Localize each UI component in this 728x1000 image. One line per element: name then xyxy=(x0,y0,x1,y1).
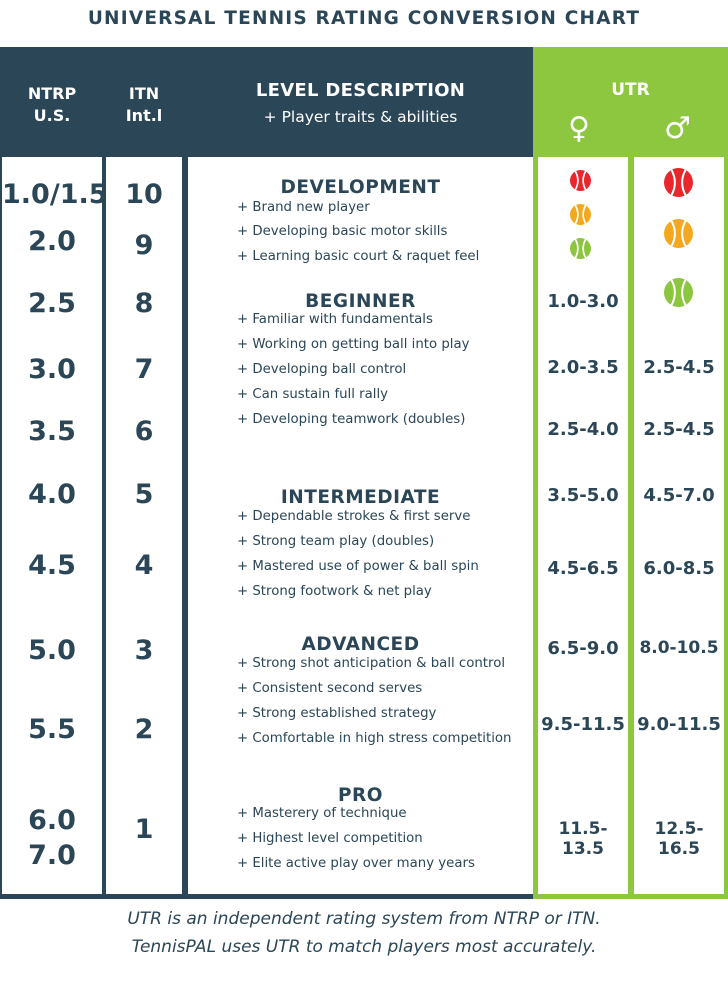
trait-item: + Masterery of technique xyxy=(237,806,407,821)
utr-female-column xyxy=(538,157,628,894)
ntrp-value: 7.0 xyxy=(28,840,76,871)
level-category: BEGINNER xyxy=(305,291,416,312)
ntrp-column xyxy=(2,157,102,894)
utr-male-column xyxy=(634,157,724,894)
itn-value: 10 xyxy=(125,179,163,210)
footer-line-2: TennisPAL uses UTR to match players most… xyxy=(131,937,597,957)
orange-ball-icon xyxy=(664,219,693,248)
trait-item: + Familiar with fundamentals xyxy=(237,312,433,327)
orange-ball-icon xyxy=(570,204,591,225)
utr-female-value: 2.0-3.5 xyxy=(547,357,619,378)
utr-male-value: 8.0-10.5 xyxy=(639,638,719,658)
itn-value: 1 xyxy=(134,814,154,845)
trait-item: + Strong shot anticipation & ball contro… xyxy=(237,656,506,671)
ntrp-value: 5.5 xyxy=(28,714,76,745)
green-ball-icon xyxy=(664,278,693,307)
trait-item: + Strong footwork & net play xyxy=(237,584,432,599)
ntrp-value: 2.5 xyxy=(28,288,76,319)
itn-value: 4 xyxy=(134,550,154,581)
trait-item: + Consistent second serves xyxy=(237,681,423,696)
utr-female-value: 9.5-11.5 xyxy=(541,714,625,735)
itn-value: 8 xyxy=(134,288,154,319)
ntrp-header: NTRP U.S. xyxy=(2,83,102,127)
footer-line-1: UTR is an independent rating system from… xyxy=(127,909,601,929)
utr-male-value: 4.5-7.0 xyxy=(643,485,715,506)
trait-item: + Dependable strokes & first serve xyxy=(237,509,471,524)
itn-column xyxy=(106,157,182,894)
female-symbol-icon: ♀ xyxy=(568,111,590,146)
itn-header: ITN Int.l xyxy=(106,83,182,127)
trait-item: + Developing ball control xyxy=(237,362,407,377)
utr-female-value: 4.5-6.5 xyxy=(547,558,619,579)
itn-header-line1: ITN xyxy=(128,84,160,103)
itn-value: 7 xyxy=(134,354,154,385)
chart-title: UNIVERSAL TENNIS RATING CONVERSION CHART xyxy=(87,8,641,29)
ntrp-header-line2: U.S. xyxy=(33,106,71,125)
ntrp-value: 6.0 xyxy=(28,805,76,836)
itn-header-line2: Int.l xyxy=(125,106,163,125)
utr-male-value: 2.5-4.5 xyxy=(643,419,715,440)
level-description-header: LEVEL DESCRIPTION xyxy=(255,80,466,101)
ntrp-value: 4.0 xyxy=(28,479,76,510)
utr-male-value: 12.5-16.5 xyxy=(654,819,704,859)
utr-male-value: 6.0-8.5 xyxy=(643,558,715,579)
trait-item: + Elite active play over many years xyxy=(237,856,475,871)
level-category: ADVANCED xyxy=(301,634,420,655)
utr-female-value: 3.5-5.0 xyxy=(547,485,619,506)
utr-header: UTR xyxy=(611,80,650,100)
trait-item: + Developing teamwork (doubles) xyxy=(237,412,466,427)
ntrp-value: 1.0/1.5 xyxy=(2,179,108,210)
ntrp-header-line1: NTRP xyxy=(27,84,77,103)
green-ball-icon xyxy=(570,238,591,259)
trait-item: + Strong established strategy xyxy=(237,706,437,721)
trait-item: + Can sustain full rally xyxy=(237,387,389,402)
trait-item: + Comfortable in high stress competition xyxy=(237,731,512,746)
level-category: INTERMEDIATE xyxy=(280,487,441,508)
trait-item: + Learning basic court & raquet feel xyxy=(237,249,480,264)
ntrp-value: 4.5 xyxy=(28,550,76,581)
trait-item: + Developing basic motor skills xyxy=(237,224,448,239)
itn-value: 6 xyxy=(134,416,154,447)
male-symbol-icon: ♂ xyxy=(664,111,691,146)
trait-item: + Highest level competition xyxy=(237,831,423,846)
trait-item: + Strong team play (doubles) xyxy=(237,534,435,549)
trait-item: + Working on getting ball into play xyxy=(237,337,470,352)
itn-value: 3 xyxy=(134,635,154,666)
ntrp-value: 5.0 xyxy=(28,635,76,666)
utr-female-value: 6.5-9.0 xyxy=(547,638,619,659)
ntrp-value: 3.5 xyxy=(28,416,76,447)
utr-female-value: 1.0-3.0 xyxy=(547,291,619,312)
utr-male-value: 9.0-11.5 xyxy=(637,714,721,735)
trait-item: + Mastered use of power & ball spin xyxy=(237,559,479,574)
red-ball-icon xyxy=(570,170,591,191)
level-column xyxy=(188,157,533,894)
utr-male-value: 2.5-4.5 xyxy=(643,357,715,378)
level-category: PRO xyxy=(337,785,384,806)
level-description-subheader: + Player traits & abilities xyxy=(263,108,458,126)
itn-value: 5 xyxy=(134,479,154,510)
itn-value: 9 xyxy=(134,230,154,261)
red-ball-icon xyxy=(664,168,693,197)
utr-female-value: 2.5-4.0 xyxy=(547,419,619,440)
ntrp-value: 3.0 xyxy=(28,354,76,385)
ntrp-value: 2.0 xyxy=(28,226,76,257)
utr-female-value: 11.5-13.5 xyxy=(558,819,608,859)
itn-value: 2 xyxy=(134,714,154,745)
trait-item: + Brand new player xyxy=(237,200,370,215)
level-category: DEVELOPMENT xyxy=(280,177,441,198)
